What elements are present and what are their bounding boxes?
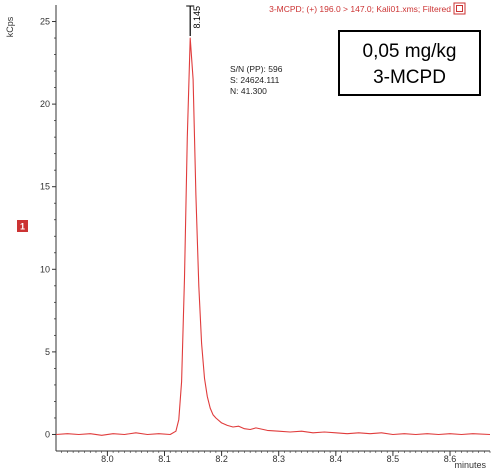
series-line	[55, 37, 491, 436]
x-tick-label: 8.0	[101, 454, 114, 464]
x-ticks: 8.0 8.1 8.2 8.3 8.4 8.5 8.6	[61, 451, 491, 464]
y-tick-label: 20	[40, 99, 50, 109]
marker-label: 1	[20, 222, 25, 232]
x-tick-label: 8.5	[387, 454, 400, 464]
y-tick-label: 10	[40, 264, 50, 274]
y-tick-label: 25	[40, 17, 50, 27]
x-tick-label: 8.3	[272, 454, 285, 464]
peak-number-marker[interactable]: 1	[17, 220, 28, 232]
y-tick-label: 5	[45, 347, 50, 357]
trace-label: 3-MCPD; (+) 196.0 > 147.0; Kali01.xms; F…	[269, 4, 451, 14]
y-ticks: 0 5 10 15 20 25	[40, 17, 56, 439]
x-axis-title: minutes	[454, 460, 486, 470]
y-tick-label: 0	[45, 429, 50, 439]
y-axis-title: kCps	[5, 16, 15, 37]
x-tick-label: 8.2	[215, 454, 228, 464]
y-tick-label: 15	[40, 182, 50, 192]
x-tick-label: 8.6	[444, 454, 457, 464]
x-tick-label: 8.1	[158, 454, 171, 464]
inset-analyte: 3-MCPD	[373, 67, 446, 88]
peak-marker: 8.145	[186, 5, 202, 37]
peak-sn: S/N (PP): 596	[230, 64, 283, 74]
peak-n: N: 41.300	[230, 86, 267, 96]
export-icon[interactable]	[453, 2, 466, 15]
inset-concentration: 0,05 mg/kg	[363, 41, 457, 62]
x-tick-label: 8.4	[330, 454, 343, 464]
peak-retention-label: 8.145	[192, 6, 202, 29]
series-layer	[55, 37, 491, 436]
concentration-inset: 0,05 mg/kg 3-MCPD	[338, 30, 481, 96]
peak-s: S: 24624.111	[230, 75, 280, 85]
